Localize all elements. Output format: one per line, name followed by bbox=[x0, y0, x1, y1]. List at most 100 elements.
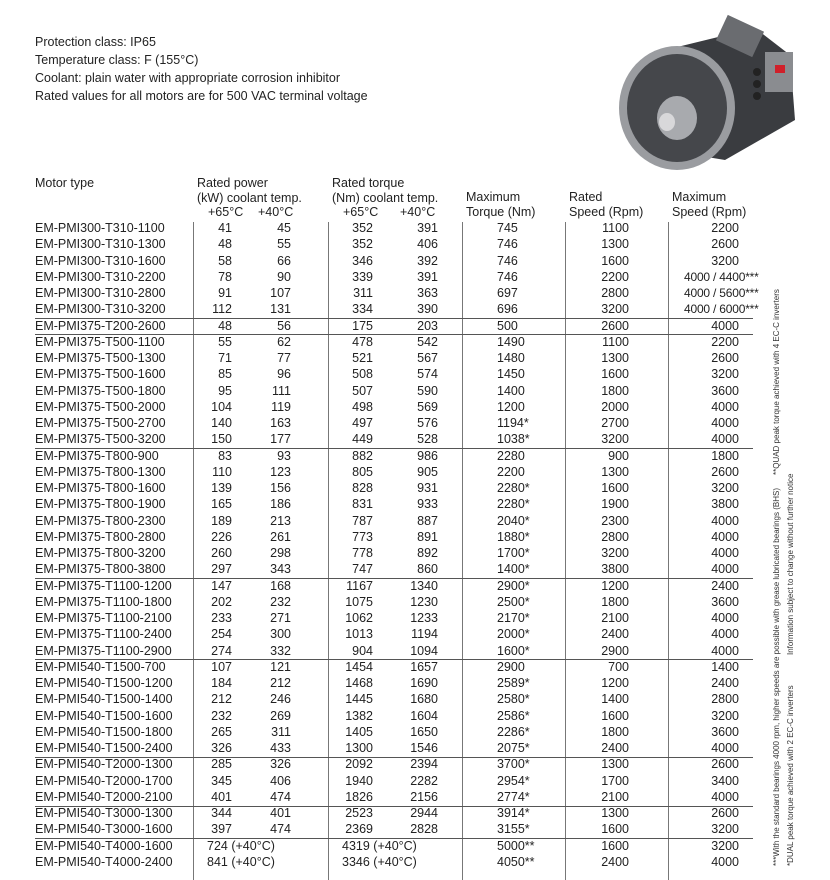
cell-power-40: 300 bbox=[270, 627, 291, 642]
cell-motor-type: EM-PMI375-T500-3200 bbox=[35, 432, 166, 447]
cell-max-torque: 2200 bbox=[497, 464, 525, 479]
cell-motor-type: EM-PMI375-T800-1900 bbox=[35, 497, 166, 512]
cell-rated-speed: 1300 bbox=[601, 757, 629, 772]
cell-motor-type: EM-PMI540-T1500-1800 bbox=[35, 724, 173, 739]
note-bearings: ***With the standard bearings 4000 rpm, … bbox=[772, 488, 781, 866]
cell-power-65: 344 bbox=[211, 806, 232, 820]
motor-image bbox=[619, 14, 795, 170]
cell-power-40: 311 bbox=[271, 724, 291, 739]
header-motor-type: Motor type bbox=[35, 176, 95, 190]
note-quad: **QUAD peak torque achieved with 4 EC-C … bbox=[772, 289, 781, 475]
cell-rated-speed: 2800 bbox=[601, 529, 629, 544]
cell-power-65: 345 bbox=[211, 773, 232, 788]
cell-rated-speed: 1200 bbox=[601, 676, 629, 690]
table-row: EM-PMI540-T2000-2100 401 474 1826 2156 2774* 2… bbox=[0, 789, 830, 805]
cell-rated-speed: 1600 bbox=[601, 822, 629, 837]
cell-max-speed: 3200 bbox=[711, 367, 739, 382]
cell-max-torque: 1880* bbox=[497, 529, 530, 544]
cell-power-65: 397 bbox=[211, 822, 232, 837]
table-row: EM-PMI375-T500-2000 104 119 498 569 1200 2000 4… bbox=[0, 399, 830, 415]
table-row: EM-PMI300-T310-2200 78 90 339 391 746 2200 4000… bbox=[0, 269, 830, 285]
cell-motor-type: EM-PMI375-T800-2300 bbox=[35, 513, 166, 528]
cell-rated-speed: 1600 bbox=[601, 253, 629, 268]
cell-torque-65: 831 bbox=[352, 497, 373, 512]
header-max-speed: Maximum bbox=[672, 190, 727, 204]
cell-max-speed: 4000 bbox=[711, 627, 739, 642]
header-torque-40: +40°C bbox=[400, 205, 436, 219]
table-row: EM-PMI375-T800-2300 189 213 787 887 2040* 2300… bbox=[0, 513, 830, 529]
cell-max-speed: 2600 bbox=[711, 757, 739, 772]
cell-power-40: 332 bbox=[270, 643, 291, 658]
cell-motor-type: EM-PMI375-T1100-2900 bbox=[35, 643, 172, 658]
cell-rated-speed: 2000 bbox=[601, 399, 629, 414]
cell-motor-type: EM-PMI300-T310-1300 bbox=[35, 237, 166, 252]
cell-torque-65: 508 bbox=[352, 367, 373, 382]
table-row: EM-PMI375-T1100-2400 254 300 1013 1194 2000* 2… bbox=[0, 626, 830, 642]
table-row: EM-PMI375-T500-1800 95 111 507 590 1400 1800 36… bbox=[0, 383, 830, 399]
cell-max-speed: 4000 bbox=[711, 318, 739, 333]
cell-torque-40: 390 bbox=[417, 302, 438, 317]
cell-power-40: 433 bbox=[270, 741, 291, 755]
cell-power-40: 406 bbox=[270, 773, 291, 788]
cell-power-65: 55 bbox=[218, 334, 232, 349]
cell-torque-40: 574 bbox=[417, 367, 438, 382]
cell-power-40: 90 bbox=[277, 269, 291, 284]
cell-max-torque: 2280 bbox=[497, 448, 525, 463]
cell-torque-65: 778 bbox=[352, 546, 373, 560]
cell-torque-40: 1680 bbox=[410, 692, 438, 707]
cell-rated-speed: 3200 bbox=[601, 546, 629, 560]
cell-motor-type: EM-PMI375-T500-2000 bbox=[35, 399, 166, 414]
cell-rated-speed: 2700 bbox=[601, 416, 629, 430]
cell-torque-40: 1690 bbox=[410, 676, 438, 690]
cell-rated-speed: 1600 bbox=[601, 708, 629, 723]
cell-torque-65: 2092 bbox=[345, 757, 373, 772]
cell-rated-speed: 2600 bbox=[601, 318, 629, 333]
coolant: Coolant: plain water with appropriate co… bbox=[35, 71, 341, 85]
header-rated-torque: Rated torque bbox=[332, 176, 405, 190]
cell-rated-speed: 900 bbox=[608, 448, 629, 463]
table-row: EM-PMI540-T1500-2400 326 433 1300 1546 2075* 2… bbox=[0, 740, 830, 756]
cell-rated-speed: 1400 bbox=[601, 692, 629, 707]
group-separator bbox=[35, 659, 753, 661]
cell-power-40: 212 bbox=[270, 676, 291, 690]
cell-power-65: 233 bbox=[211, 611, 232, 625]
header-max-torque: Maximum bbox=[466, 190, 521, 204]
cell-torque-40: 2282 bbox=[410, 773, 438, 788]
cell-torque-65: 1167 bbox=[346, 578, 373, 593]
cell-max-speed: 3200 bbox=[711, 481, 739, 495]
cell-torque-40: 986 bbox=[417, 448, 438, 463]
cell-power-65: 260 bbox=[211, 546, 232, 560]
group-separator bbox=[35, 756, 753, 758]
cell-power-65: 189 bbox=[211, 513, 232, 528]
table-row: EM-PMI540-T3000-1300 344 401 2523 2944 3914* 1… bbox=[0, 805, 830, 821]
cell-power-65: 110 bbox=[212, 464, 232, 479]
cell-torque-40: 2828 bbox=[410, 822, 438, 837]
table-row: EM-PMI300-T310-1600 58 66 346 392 746 1600 3200 bbox=[0, 253, 830, 269]
cell-power-65: 112 bbox=[212, 302, 232, 317]
cell-motor-type: EM-PMI540-T4000-2400 bbox=[35, 854, 173, 869]
cell-max-torque: 2900* bbox=[497, 578, 530, 593]
cell-torque-65: 497 bbox=[352, 416, 373, 430]
cell-power-40: 56 bbox=[277, 318, 291, 333]
header-rated-torque-unit: (Nm) coolant temp. bbox=[332, 191, 439, 205]
table-row: EM-PMI375-T1100-2100 233 271 1062 1233 2170* 2… bbox=[0, 610, 830, 626]
cell-motor-type: EM-PMI375-T800-3800 bbox=[35, 562, 166, 577]
cell-power-65: 285 bbox=[211, 757, 232, 772]
cell-rated-speed: 3800 bbox=[601, 562, 629, 577]
cell-power-65: 78 bbox=[218, 269, 232, 284]
cell-torque-65: 4319 (+40°C) bbox=[342, 838, 417, 853]
cell-max-speed: 4000 bbox=[711, 562, 739, 577]
table-row: EM-PMI375-T800-1300 110 123 805 905 2200 1300 2… bbox=[0, 464, 830, 480]
cell-max-speed: 1400 bbox=[711, 659, 739, 674]
cell-torque-40: 363 bbox=[417, 286, 438, 300]
cell-motor-type: EM-PMI375-T800-2800 bbox=[35, 529, 166, 544]
table-row: EM-PMI375-T500-1600 85 96 508 574 1450 1600 320… bbox=[0, 366, 830, 382]
cell-max-torque: 3700* bbox=[497, 757, 530, 772]
cell-max-torque: 746 bbox=[497, 269, 518, 284]
cell-max-speed: 2600 bbox=[711, 464, 739, 479]
cell-max-speed: 2200 bbox=[711, 221, 739, 235]
cell-torque-40: 1657 bbox=[410, 659, 438, 674]
cell-torque-40: 576 bbox=[417, 416, 438, 430]
cell-power-40: 213 bbox=[270, 513, 291, 528]
cell-torque-65: 787 bbox=[352, 513, 373, 528]
